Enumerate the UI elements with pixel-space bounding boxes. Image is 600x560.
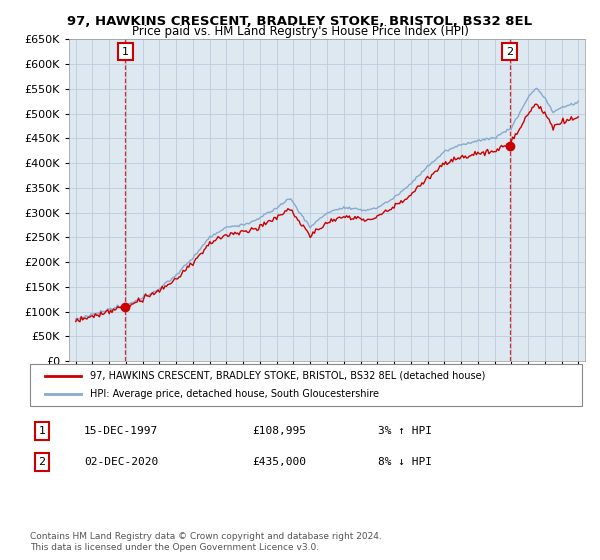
Text: HPI: Average price, detached house, South Gloucestershire: HPI: Average price, detached house, Sout… (90, 389, 379, 399)
Text: £435,000: £435,000 (252, 457, 306, 467)
Text: 1: 1 (122, 46, 129, 57)
Text: 1: 1 (38, 426, 46, 436)
Text: 97, HAWKINS CRESCENT, BRADLEY STOKE, BRISTOL, BS32 8EL: 97, HAWKINS CRESCENT, BRADLEY STOKE, BRI… (67, 15, 533, 27)
Text: 15-DEC-1997: 15-DEC-1997 (84, 426, 158, 436)
Text: Price paid vs. HM Land Registry's House Price Index (HPI): Price paid vs. HM Land Registry's House … (131, 25, 469, 38)
Text: 02-DEC-2020: 02-DEC-2020 (84, 457, 158, 467)
Text: £108,995: £108,995 (252, 426, 306, 436)
Text: Contains HM Land Registry data © Crown copyright and database right 2024.
This d: Contains HM Land Registry data © Crown c… (30, 532, 382, 552)
Text: 97, HAWKINS CRESCENT, BRADLEY STOKE, BRISTOL, BS32 8EL (detached house): 97, HAWKINS CRESCENT, BRADLEY STOKE, BRI… (90, 371, 485, 381)
Text: 2: 2 (506, 46, 514, 57)
Text: 8% ↓ HPI: 8% ↓ HPI (378, 457, 432, 467)
Text: 2: 2 (38, 457, 46, 467)
Text: 3% ↑ HPI: 3% ↑ HPI (378, 426, 432, 436)
